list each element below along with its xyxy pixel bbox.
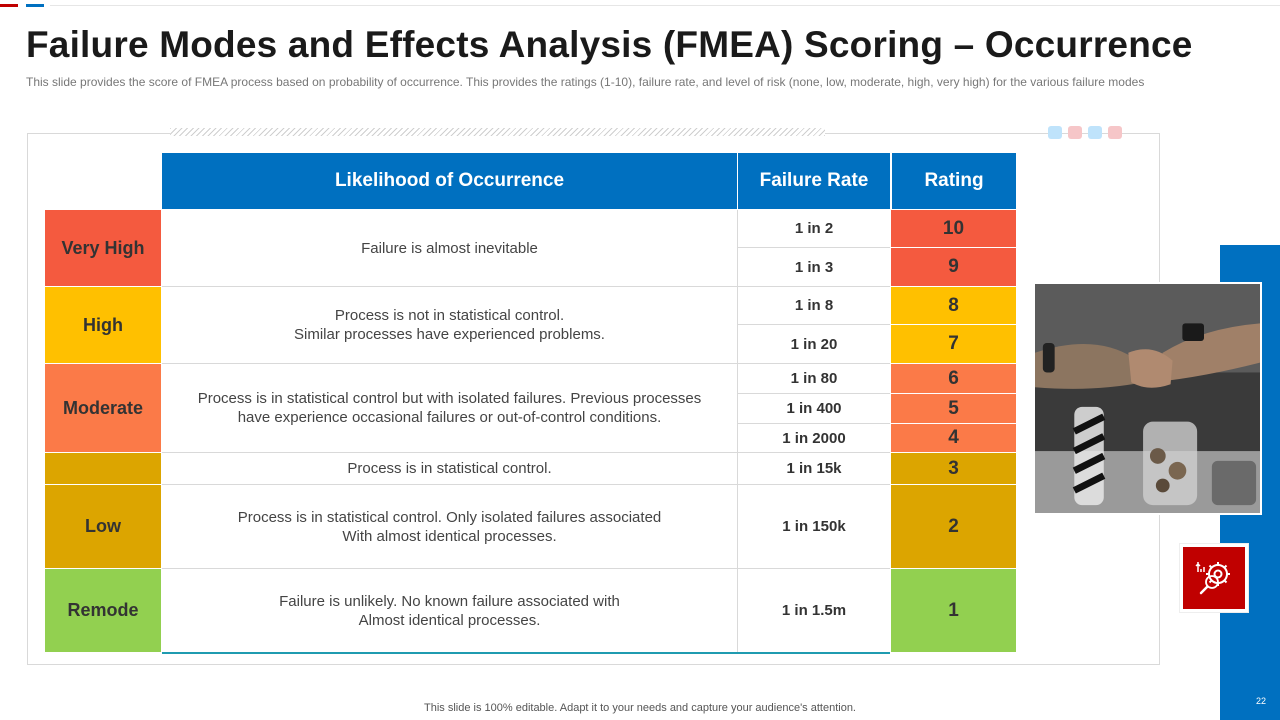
top-accent-blue — [26, 4, 44, 7]
failure-rate-cell: 1 in 3 — [737, 248, 890, 287]
rating-cell: 6 — [891, 364, 1016, 394]
header-likelihood: Likelihood of Occurrence — [162, 153, 737, 209]
failure-rate-cell: 1 in 2 — [737, 210, 890, 248]
header-failure-rate: Failure Rate — [737, 153, 890, 209]
gear-search-icon — [1183, 547, 1245, 609]
slide-title: Failure Modes and Effects Analysis (FMEA… — [26, 24, 1193, 65]
decor-dot — [1108, 126, 1122, 139]
hatch-decoration — [170, 128, 825, 136]
description-cell: Process is not in statistical control. Si… — [162, 287, 737, 364]
failure-rate-cell: 1 in 1.5m — [737, 569, 890, 653]
rating-cell: 7 — [891, 325, 1016, 364]
failure-rate-cell: 1 in 15k — [737, 453, 890, 485]
level-cell: Very High — [45, 210, 161, 287]
slide-subtitle: This slide provides the score of FMEA pr… — [26, 75, 1145, 89]
failure-rate-cell: 1 in 80 — [737, 364, 890, 394]
dot-decoration — [1048, 126, 1122, 139]
decor-dot — [1068, 126, 1082, 139]
description-line: Similar processes have experienced probl… — [294, 326, 605, 343]
failure-rate-cell: 1 in 2000 — [737, 424, 890, 453]
failure-rate-cell: 1 in 20 — [737, 325, 890, 364]
description-line: Process is not in statistical control. — [334, 307, 565, 324]
rating-cell: 2 — [891, 485, 1016, 569]
footer-note: This slide is 100% editable. Adapt it to… — [424, 702, 856, 714]
rating-cell: 9 — [891, 248, 1016, 287]
top-rule — [50, 5, 1280, 6]
rating-cell: 1 — [891, 569, 1016, 653]
failure-rate-cell: 1 in 150k — [737, 485, 890, 569]
decor-dot — [1048, 126, 1062, 139]
rating-cell: 4 — [891, 424, 1016, 453]
rating-cell: 5 — [891, 394, 1016, 424]
description-cell: Process is in statistical control but wi… — [162, 364, 737, 453]
rating-cell: 3 — [891, 453, 1016, 485]
level-cell: Moderate — [45, 364, 161, 453]
description-line: Process is in statistical control but wi… — [197, 390, 702, 407]
decor-dot — [1088, 126, 1102, 139]
description-line: Failure is almost inevitable — [361, 239, 538, 257]
level-cell: Low — [45, 485, 161, 569]
description-line: With almost identical processes. — [342, 527, 557, 545]
level-cell — [45, 453, 161, 485]
level-cell: High — [45, 287, 161, 364]
description-cell: Failure is unlikely. No known failure as… — [162, 569, 737, 653]
failure-rate-cell: 1 in 400 — [737, 394, 890, 424]
level-cell: Remode — [45, 569, 161, 653]
hands-fist-bump-photo — [1033, 282, 1262, 515]
failure-rate-cell: 1 in 8 — [737, 287, 890, 325]
description-line: Failure is unlikely. No known failure as… — [279, 592, 620, 610]
rating-cell: 10 — [891, 210, 1016, 248]
description-line: Process is in statistical control. — [347, 460, 552, 477]
icon-box — [1179, 543, 1249, 613]
page-number: 22 — [1255, 696, 1266, 706]
rating-cell: 8 — [891, 287, 1016, 325]
table-bottom-line — [162, 652, 890, 654]
description-line: Process is in statistical control. Only … — [237, 508, 662, 526]
description-cell: Failure is almost inevitable — [162, 210, 737, 287]
description-line: have experience occasional failures or o… — [237, 409, 662, 426]
top-accent-red — [0, 4, 18, 7]
description-line: Almost identical processes. — [358, 611, 541, 629]
description-cell: Process is in statistical control. — [162, 453, 737, 485]
description-cell: Process is in statistical control. Only … — [162, 485, 737, 569]
header-rating: Rating — [891, 153, 1016, 209]
